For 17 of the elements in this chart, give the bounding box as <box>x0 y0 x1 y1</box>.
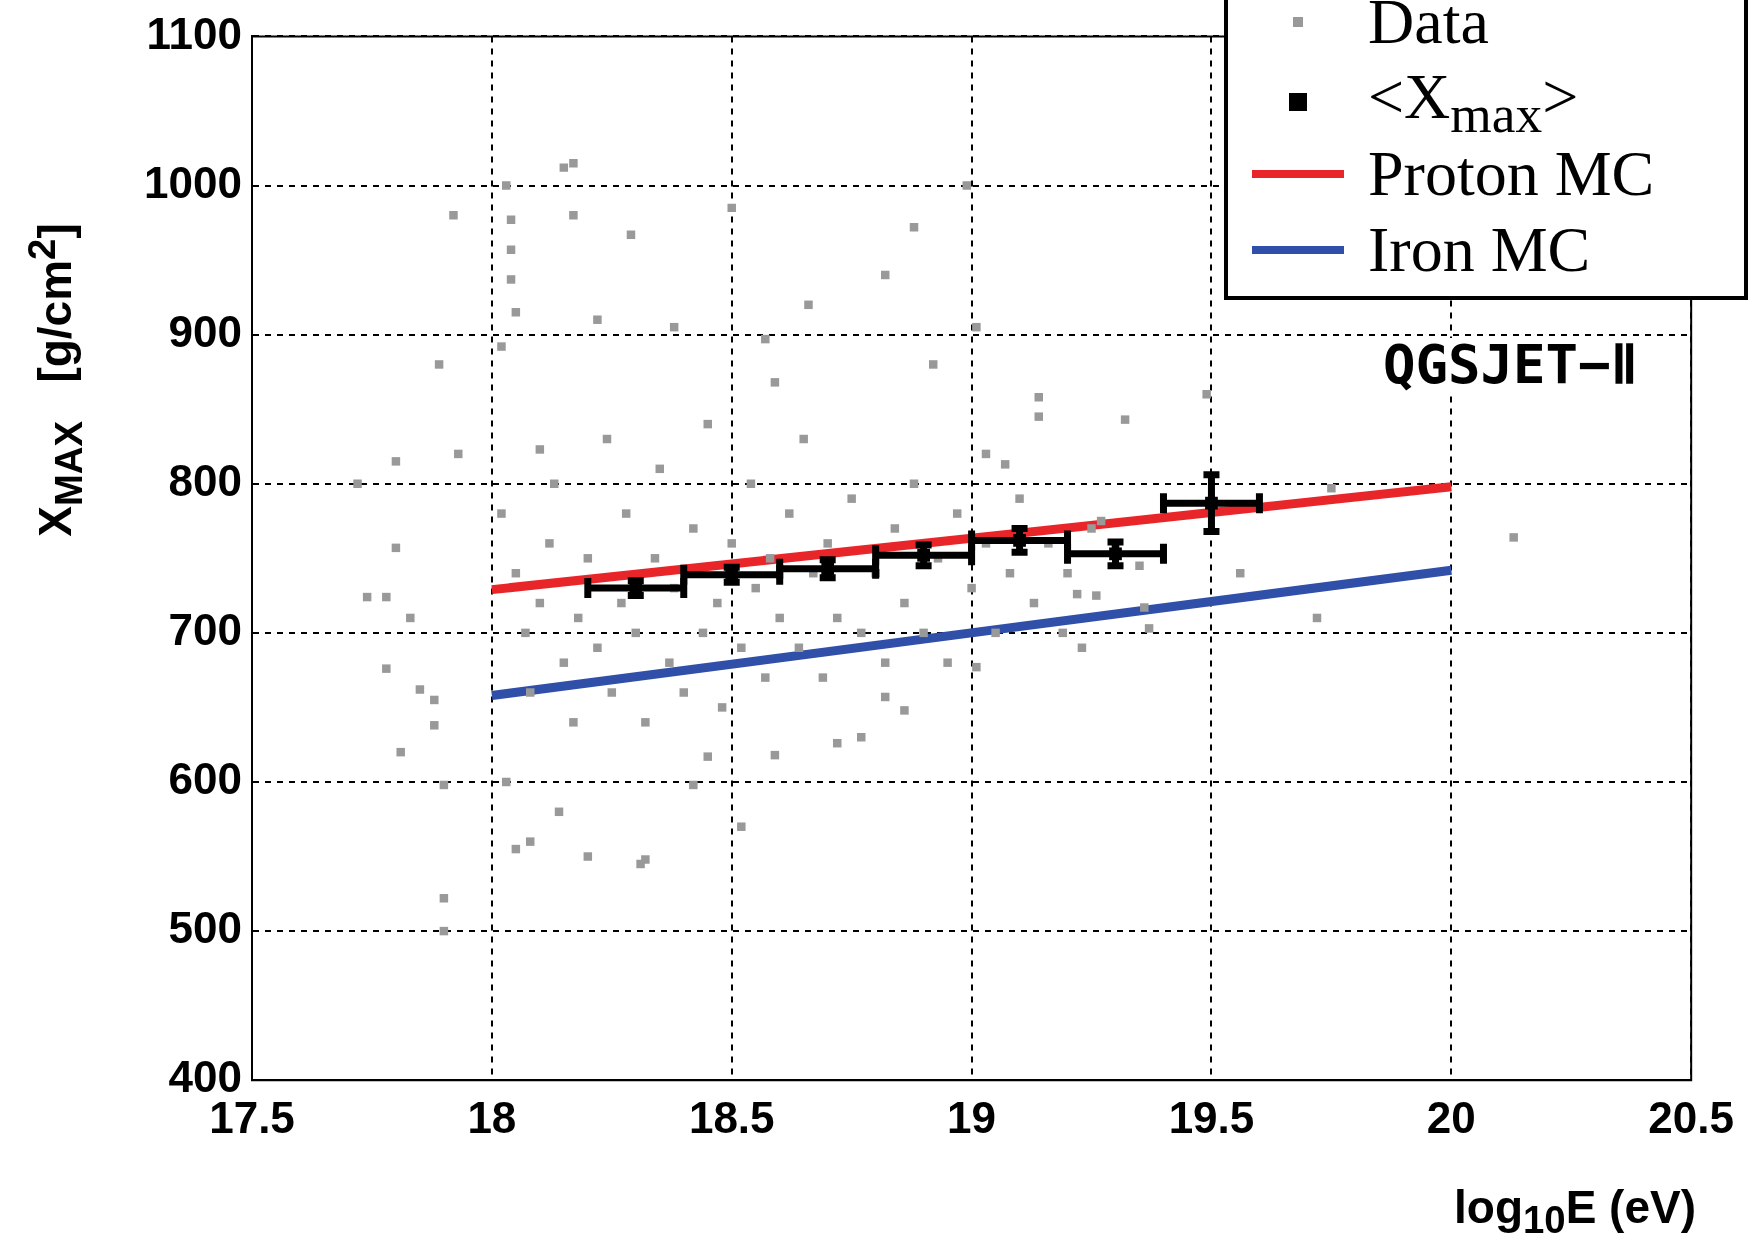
y-tick-label: 1100 <box>146 8 242 58</box>
x-tick-label: 19 <box>947 1092 997 1142</box>
legend-label: Iron MC <box>1368 213 1591 287</box>
legend-label: Data <box>1368 0 1489 59</box>
y-tick-label: 500 <box>168 903 242 953</box>
x-tick-label: 18 <box>467 1092 517 1142</box>
y-tick-label: 700 <box>168 605 242 654</box>
x-axis-title: log$_{10}$E (eV) <box>1454 1180 1696 1243</box>
x-tick-label: 20 <box>1426 1092 1476 1142</box>
y-tick-label: 1000 <box>144 157 242 207</box>
x-tick-label: 20.5 <box>1648 1092 1734 1142</box>
y-tick-label: 600 <box>168 754 242 804</box>
x-tick-label: 19.5 <box>1168 1092 1255 1142</box>
annotation: QGSJET−Ⅱ <box>1383 333 1638 396</box>
x-tick-label: 18.5 <box>688 1092 775 1142</box>
y-tick-label: 900 <box>168 306 242 356</box>
y-tick-label: 800 <box>168 455 242 505</box>
